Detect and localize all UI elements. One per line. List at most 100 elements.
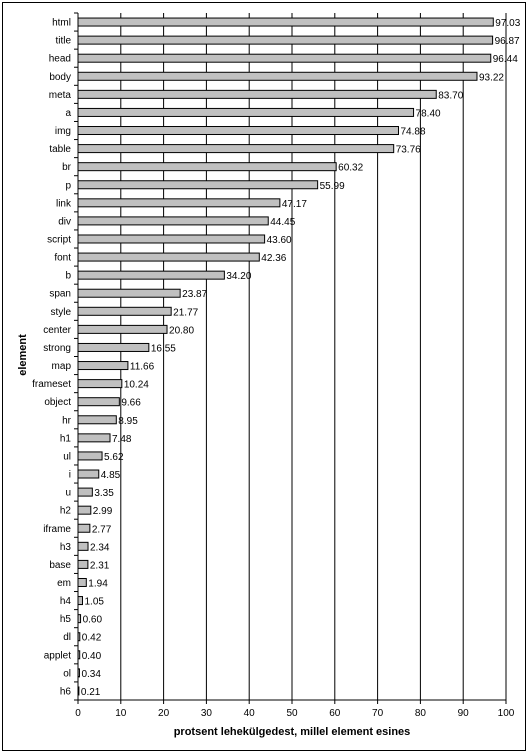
x-tick-label: 50 <box>286 708 298 719</box>
category-label: iframe <box>43 524 71 535</box>
value-label: 96.44 <box>493 54 518 65</box>
value-label: 11.66 <box>130 362 155 373</box>
value-label: 97.03 <box>495 18 520 29</box>
category-label: object <box>44 397 71 408</box>
bar-body <box>77 71 478 81</box>
category-label: center <box>43 325 71 336</box>
value-label: 7.48 <box>112 434 132 445</box>
category-label: base <box>49 560 71 571</box>
value-label: 23.87 <box>182 289 207 300</box>
bar-h4 <box>77 596 83 606</box>
bar-strong <box>77 342 150 352</box>
category-label: span <box>49 289 71 300</box>
x-tick-label: 100 <box>498 708 515 719</box>
category-label: h2 <box>60 506 72 517</box>
category-label: p <box>65 180 71 191</box>
category-label: h3 <box>60 542 72 553</box>
category-label: b <box>65 271 71 282</box>
bar-object <box>77 397 120 407</box>
bars <box>77 17 494 696</box>
category-label: hr <box>62 415 72 426</box>
value-label: 16.55 <box>151 343 176 354</box>
bar-font <box>77 252 260 262</box>
category-label: table <box>49 144 71 155</box>
value-label: 74.88 <box>400 127 425 138</box>
bar-b <box>77 270 225 280</box>
category-label: br <box>62 162 72 173</box>
category-label: frameset <box>32 379 71 390</box>
bar-table <box>77 144 395 154</box>
value-label: 47.17 <box>282 199 307 210</box>
value-label: 43.60 <box>267 235 292 246</box>
category-label: dl <box>63 632 71 643</box>
category-label: div <box>58 216 71 227</box>
category-labels: html title head body meta a img table br p link div… <box>32 18 72 698</box>
value-label: 0.60 <box>83 615 103 626</box>
x-tick-label: 70 <box>372 708 384 719</box>
category-label: h1 <box>60 433 72 444</box>
bar-a <box>77 107 415 117</box>
value-label: 60.32 <box>338 163 363 174</box>
bar-span <box>77 288 181 298</box>
bar-hr <box>77 415 117 425</box>
bar-h3 <box>77 541 89 551</box>
category-label: i <box>69 470 71 481</box>
value-label: 1.94 <box>88 578 108 589</box>
value-label: 34.20 <box>226 271 251 282</box>
category-label: ul <box>63 451 71 462</box>
x-axis-title: protsent lehekülgedest, millel element e… <box>174 726 411 738</box>
value-label: 2.99 <box>93 506 113 517</box>
bar-map <box>77 361 129 371</box>
value-label: 55.99 <box>320 181 345 192</box>
value-label: 20.80 <box>169 325 194 336</box>
value-label: 73.76 <box>396 145 421 156</box>
value-label: 0.40 <box>82 651 102 662</box>
bar-iframe <box>77 523 91 533</box>
value-label: 2.31 <box>90 560 110 571</box>
category-label: h6 <box>60 686 72 697</box>
category-label: map <box>52 361 72 372</box>
x-tick-label: 80 <box>415 708 427 719</box>
bar-base <box>77 559 89 569</box>
category-label: script <box>47 234 71 245</box>
bar-center <box>77 324 168 334</box>
category-label: img <box>55 126 71 137</box>
value-label: 2.77 <box>92 524 112 535</box>
category-label: font <box>54 253 71 264</box>
category-label: u <box>65 488 71 499</box>
value-label: 44.45 <box>270 217 295 228</box>
bar-script <box>77 234 266 244</box>
bar-head <box>77 53 492 63</box>
category-label: link <box>56 198 72 209</box>
x-tick-label: 20 <box>158 708 170 719</box>
value-label: 42.36 <box>261 253 286 264</box>
bar-link <box>77 198 281 208</box>
bar-meta <box>77 89 437 99</box>
value-label: 10.24 <box>124 380 149 391</box>
value-label: 4.85 <box>101 470 121 481</box>
x-tick-label: 0 <box>75 708 81 719</box>
bar-title <box>77 35 494 45</box>
category-label: html <box>52 18 71 29</box>
bar-i <box>77 469 100 479</box>
x-tick-label: 60 <box>329 708 341 719</box>
value-label: 78.40 <box>416 108 441 119</box>
x-tick-label: 10 <box>115 708 127 719</box>
value-label: 0.34 <box>81 669 101 680</box>
bar-img <box>77 126 399 136</box>
y-axis-title: element <box>17 334 29 376</box>
value-labels: 97.03 96.87 96.44 93.22 83.70 78.40 74.88 73.76… <box>81 18 521 698</box>
value-label: 93.22 <box>479 72 504 83</box>
category-label: h4 <box>60 596 72 607</box>
bar-div <box>77 216 269 226</box>
value-label: 3.35 <box>94 488 114 499</box>
category-label: body <box>49 72 71 83</box>
category-label: applet <box>44 650 71 661</box>
category-label: a <box>65 108 71 119</box>
x-tick-label: 30 <box>201 708 213 719</box>
bar-style <box>77 306 172 316</box>
x-tick-labels: 0 10 20 30 40 50 60 70 80 90 100 <box>75 708 515 719</box>
x-tick-label: 40 <box>244 708 256 719</box>
bar-frameset <box>77 379 123 389</box>
